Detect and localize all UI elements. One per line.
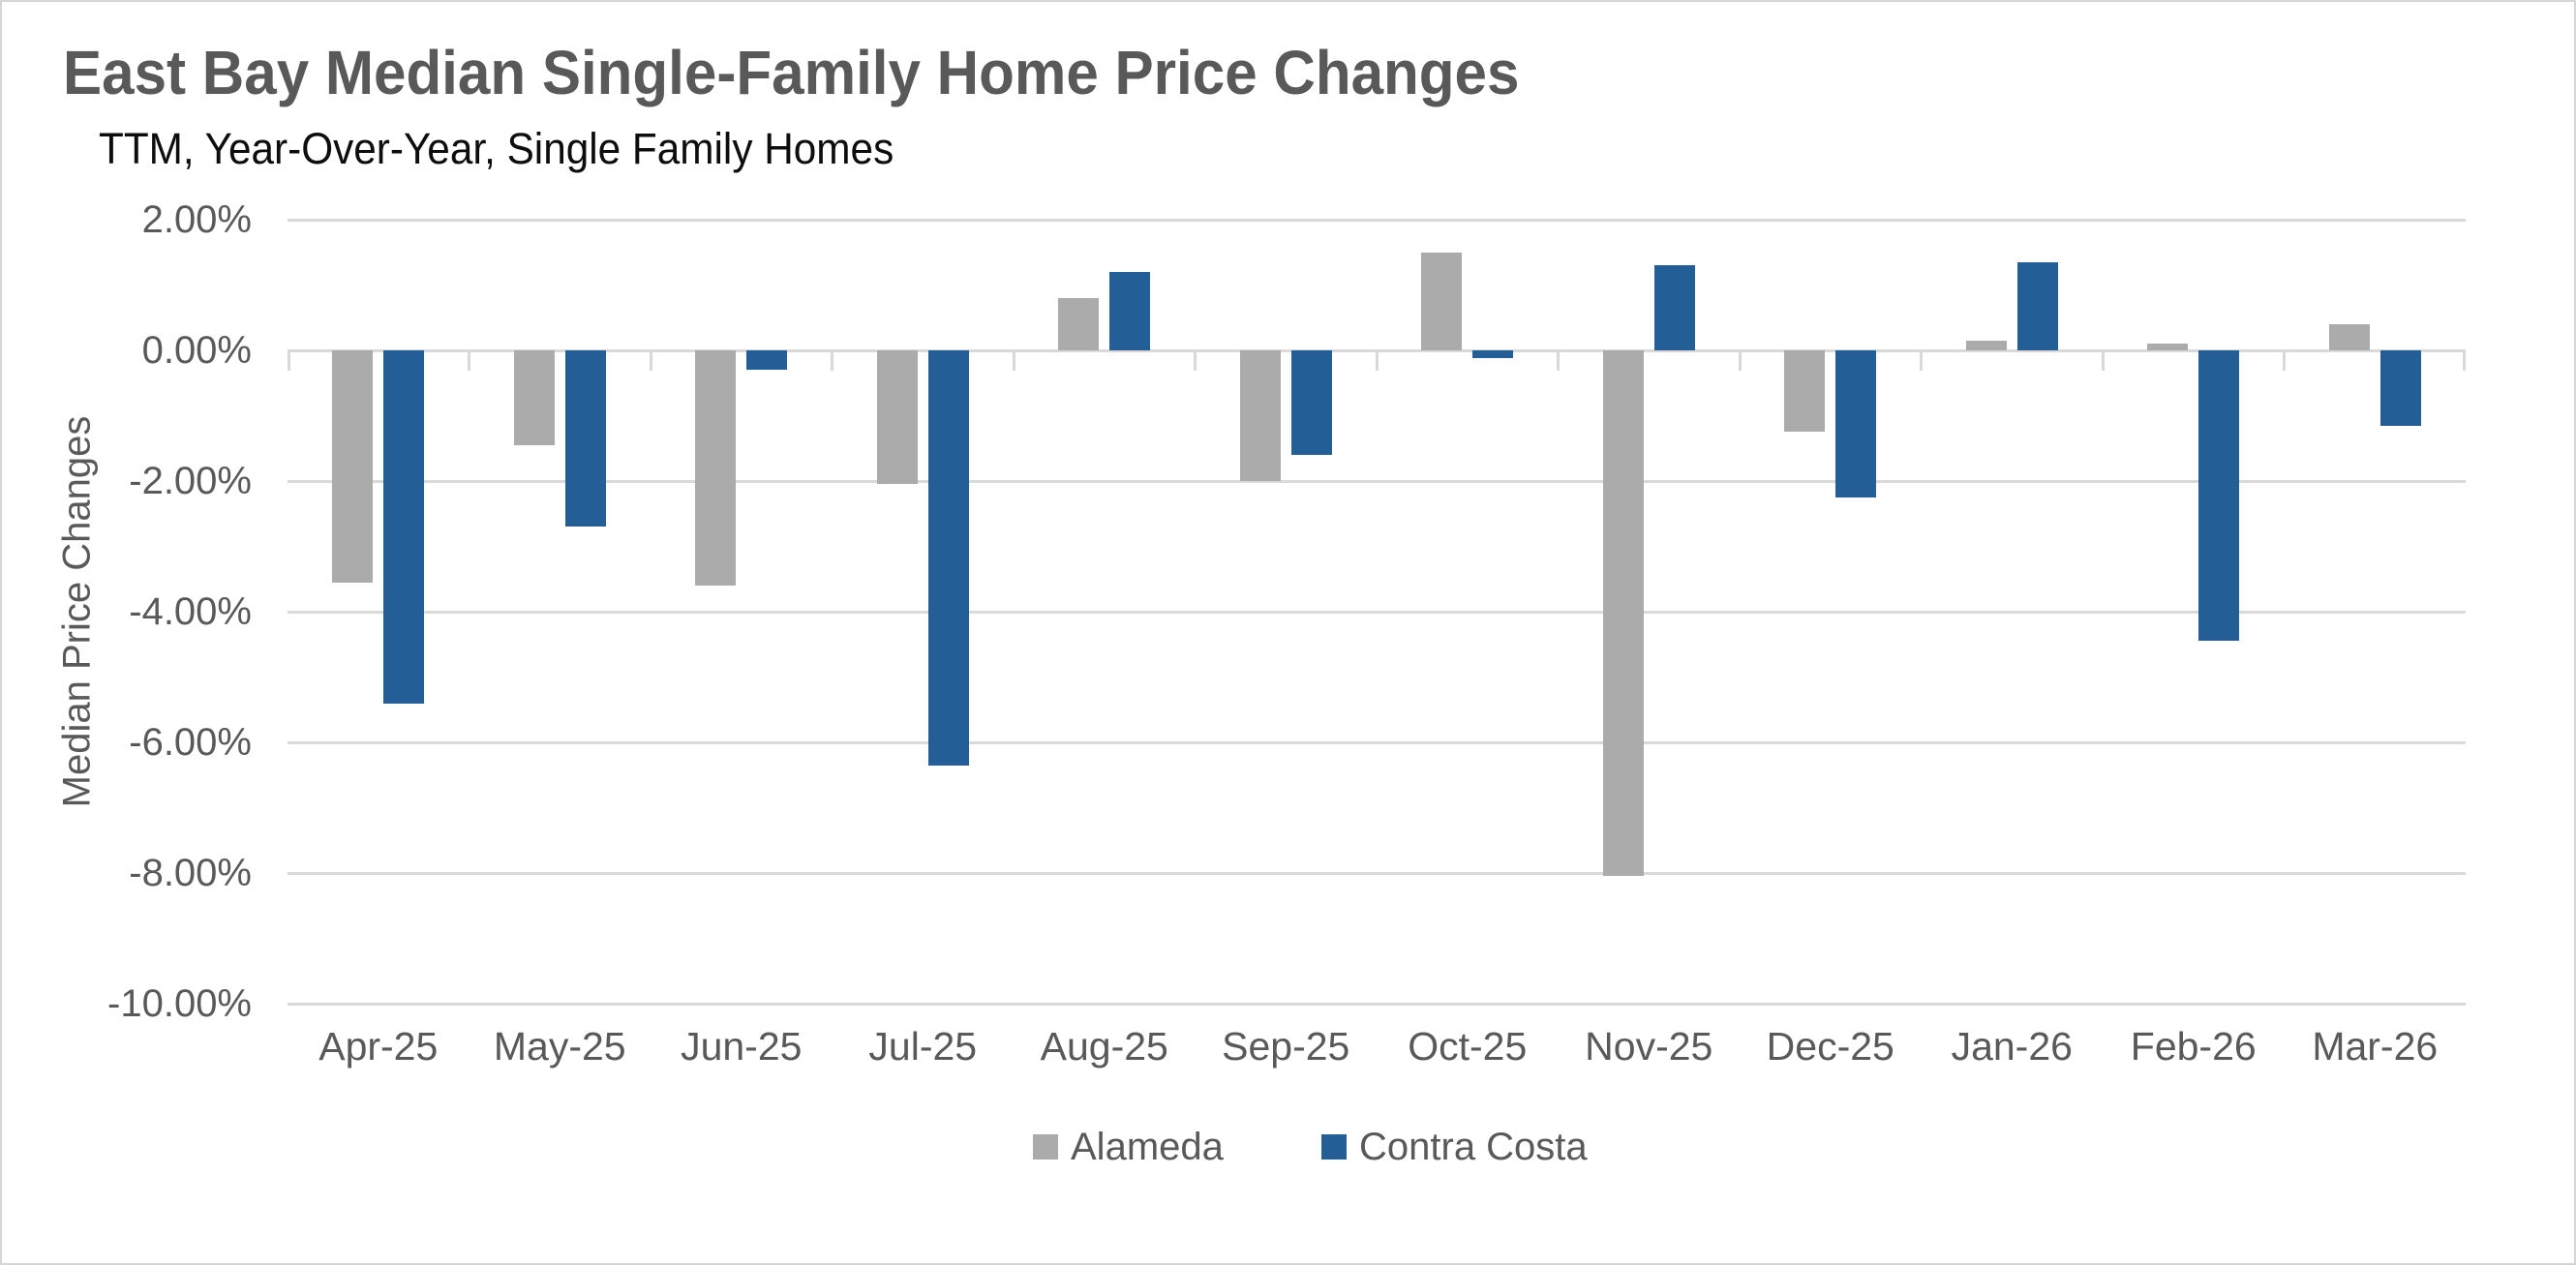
axis-tick	[2101, 351, 2105, 371]
axis-tick	[1012, 351, 1015, 371]
x-tick-label: Mar-26	[2312, 1024, 2439, 1069]
axis-tick	[649, 351, 652, 371]
y-tick-label: -6.00%	[129, 721, 252, 764]
bar-alameda-nov-25	[1602, 350, 1644, 877]
axis-tick	[1738, 351, 1742, 371]
bar-contra-costa-jan-26	[2016, 261, 2058, 350]
y-tick-label: 2.00%	[141, 198, 252, 241]
axis-tick	[2463, 351, 2466, 371]
bar-alameda-jul-25	[876, 350, 918, 485]
x-tick-label: Sep-25	[1222, 1024, 1350, 1069]
bar-contra-costa-jul-25	[927, 350, 969, 766]
axis-tick	[1920, 351, 1923, 371]
y-tick-label: -8.00%	[129, 852, 252, 894]
legend-label: Contra Costa	[1359, 1125, 1588, 1168]
y-tick-label: 0.00%	[141, 329, 252, 372]
zero-axis-line	[288, 348, 2466, 352]
gridline	[288, 479, 2466, 483]
axis-tick	[288, 351, 290, 371]
legend: Alameda Contra Costa	[2, 1125, 2574, 1169]
bar-alameda-mar-26	[2328, 324, 2370, 350]
chart-subtitle: TTM, Year-Over-Year, Single Family Homes	[99, 124, 894, 173]
x-tick-label: Dec-25	[1766, 1024, 1894, 1069]
x-tick-label: Apr-25	[318, 1024, 439, 1069]
gridline	[288, 871, 2466, 875]
plot-area	[288, 218, 2466, 1006]
x-tick-label: May-25	[493, 1024, 626, 1069]
bar-alameda-oct-25	[1421, 252, 1463, 350]
x-axis-tick-labels: Apr-25 May-25 Jun-25 Jul-25 Aug-25 Sep-25 Oct-…	[288, 1024, 2466, 1069]
x-tick-label: Aug-25	[1040, 1024, 1168, 1069]
y-axis-tick-labels: 2.00% 0.00% -2.00% -4.00% -6.00% -8.00% -10.00…	[41, 198, 252, 1025]
contra-costa-swatch-icon	[1321, 1134, 1347, 1160]
bar-alameda-feb-26	[2147, 344, 2189, 350]
bar-contra-costa-jun-25	[746, 350, 788, 371]
bar-contra-costa-apr-25	[383, 350, 425, 704]
bar-alameda-may-25	[513, 350, 555, 445]
bar-alameda-jan-26	[1965, 340, 2007, 350]
legend-label: Alameda	[1071, 1125, 1224, 1168]
gridline	[288, 610, 2466, 614]
axis-tick	[1557, 351, 1560, 371]
y-tick-label: -10.00%	[107, 982, 252, 1025]
bar-alameda-sep-25	[1239, 350, 1281, 481]
bar-contra-costa-may-25	[564, 350, 606, 527]
x-tick-label: Jul-25	[868, 1024, 978, 1069]
gridline	[288, 1002, 2466, 1006]
x-tick-label: Nov-25	[1585, 1024, 1713, 1069]
bar-contra-costa-feb-26	[2198, 350, 2240, 642]
x-tick-label: Oct-25	[1408, 1024, 1528, 1069]
bar-contra-costa-nov-25	[1653, 265, 1695, 350]
gridline	[288, 740, 2466, 744]
bar-alameda-aug-25	[1058, 298, 1100, 350]
legend-item-contra-costa: Contra Costa	[1321, 1125, 1588, 1169]
axis-tick	[468, 351, 470, 371]
y-tick-label: -2.00%	[129, 460, 252, 502]
bar-contra-costa-aug-25	[1109, 272, 1151, 350]
legend-item-alameda: Alameda	[1033, 1125, 1224, 1169]
x-tick-label: Jan-26	[1951, 1024, 2073, 1069]
x-tick-label: Jun-25	[681, 1024, 803, 1069]
axis-tick	[1194, 351, 1197, 371]
bar-alameda-dec-25	[1784, 350, 1826, 433]
axis-tick	[831, 351, 833, 371]
bar-contra-costa-dec-25	[1835, 350, 1877, 497]
x-tick-label: Feb-26	[2130, 1024, 2257, 1069]
axis-tick	[2283, 351, 2286, 371]
y-tick-label: -4.00%	[129, 590, 252, 633]
bar-contra-costa-mar-26	[2379, 350, 2421, 426]
bar-alameda-apr-25	[332, 350, 374, 583]
alameda-swatch-icon	[1033, 1134, 1058, 1160]
axis-tick	[1375, 351, 1379, 371]
bar-contra-costa-sep-25	[1290, 350, 1332, 455]
bar-contra-costa-oct-25	[1472, 350, 1514, 359]
bar-alameda-jun-25	[695, 350, 737, 586]
chart-title: East Bay Median Single-Family Home Price…	[63, 38, 1520, 107]
gridline	[288, 218, 2466, 222]
